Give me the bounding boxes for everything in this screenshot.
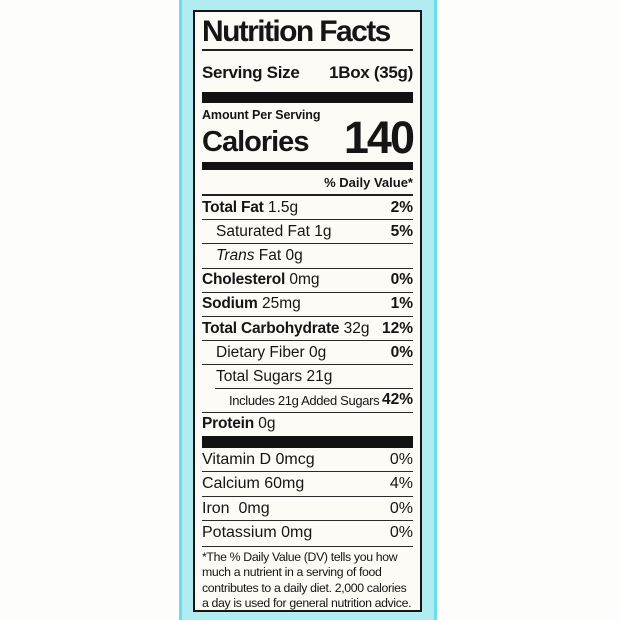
nutrient-name: Protein 0g (202, 415, 276, 433)
nutrient-name: Potassium 0mg (202, 524, 313, 542)
nutrient-name: Iron 0mg (202, 499, 270, 517)
nutrient-amount: 0g (254, 415, 276, 433)
serving-size-label: Serving Size (202, 63, 300, 83)
daily-value: 1% (390, 295, 413, 313)
daily-value: 2% (390, 198, 413, 216)
thick-divider-protein (202, 435, 413, 448)
daily-value: 42% (381, 391, 413, 409)
nutrient-name: Total Sugars 21g (202, 368, 332, 386)
nutrient-amount: Includes 21g Added Sugars (229, 392, 380, 408)
row-sodium: Sodium 25mg 1% (202, 291, 413, 316)
nutrient-amount: 25mg (257, 295, 301, 313)
daily-value-header: % Daily Value* (324, 175, 413, 191)
daily-value: 0% (390, 343, 413, 361)
row-vitamin-d: Vitamin D 0mcg 0% (202, 448, 413, 472)
nutrient-amount: 0mg (285, 271, 320, 289)
row-total-carbohydrate: Total Carbohydrate 32g 12% (202, 316, 413, 340)
nutrient-bold: Cholesterol (202, 271, 286, 289)
label-title: Nutrition Facts (202, 15, 391, 48)
daily-value-footnote: *The % Daily Value (DV) tells you how mu… (202, 545, 413, 612)
calories-row: Calories 140 (202, 112, 415, 164)
row-total-fat: Total Fat 1.5g 2% (202, 196, 413, 219)
row-potassium: Potassium 0mg 0% (202, 520, 413, 545)
thick-divider-top (202, 92, 413, 104)
row-iron: Iron 0mg 0% (202, 495, 413, 521)
nutrient-rows: Total Fat 1.5g 2% Saturated Fat 1g 5% Tr… (202, 194, 413, 436)
daily-value: 0% (389, 499, 413, 517)
title-divider (202, 49, 413, 52)
calories-value: 140 (343, 112, 415, 164)
nutrient-italic: Trans (216, 247, 255, 265)
daily-value: 0% (390, 271, 413, 289)
nutrition-facts-label: Nutrition Facts Serving Size 1Box (35g) … (193, 10, 422, 612)
daily-value: 12% (381, 319, 413, 337)
row-saturated-fat: Saturated Fat 1g 5% (202, 219, 413, 243)
nutrient-name: Includes 21g Added Sugars (202, 392, 380, 408)
row-total-sugars: Total Sugars 21g (202, 364, 413, 388)
amount-per-serving-label: Amount Per Serving (202, 108, 321, 123)
nutrient-bold: Protein (202, 415, 254, 433)
row-dietary-fiber: Dietary Fiber 0g 0% (202, 340, 413, 364)
nutrient-amount: Total Sugars 21g (216, 367, 333, 385)
nutrient-name: Calcium 60mg (202, 475, 305, 493)
vitamin-rows: Vitamin D 0mcg 0% Calcium 60mg 4% Iron 0… (202, 448, 413, 545)
row-added-sugars: Includes 21g Added Sugars 42% (202, 387, 413, 412)
serving-size-row: Serving Size 1Box (35g) (202, 51, 413, 92)
nutrient-amount: Saturated Fat 1g (216, 222, 332, 240)
daily-value: 5% (390, 222, 413, 240)
serving-size-value: 1Box (35g) (329, 63, 413, 83)
nutrient-name: Vitamin D 0mcg (202, 450, 315, 468)
nutrient-name: Saturated Fat 1g (202, 223, 331, 241)
nutrient-name: Trans Fat 0g (202, 247, 303, 265)
row-calcium: Calcium 60mg 4% (202, 471, 413, 496)
nutrient-name: Sodium 25mg (202, 295, 301, 313)
nutrient-name: Dietary Fiber 0g (202, 344, 326, 362)
daily-value: 4% (389, 475, 413, 493)
nutrient-bold: Total Carbohydrate (202, 319, 340, 337)
nutrient-bold: Total Fat (202, 198, 264, 216)
daily-value: 0% (389, 450, 413, 468)
daily-value: 0% (389, 524, 413, 542)
nutrient-amount: 32g (339, 319, 370, 337)
nutrient-amount: 1.5g (263, 198, 299, 216)
nutrient-amount: Fat 0g (254, 247, 303, 265)
nutrient-name: Total Fat 1.5g (202, 199, 298, 217)
row-trans-fat: Trans Fat 0g (202, 243, 413, 267)
row-protein: Protein 0g (202, 411, 413, 436)
calories-label: Calories (202, 126, 309, 159)
nutrient-amount: Dietary Fiber 0g (216, 343, 327, 361)
nutrient-name: Cholesterol 0mg (202, 271, 320, 289)
row-cholesterol: Cholesterol 0mg 0% (202, 267, 413, 292)
thick-divider-calories (202, 162, 413, 171)
nutrient-bold: Sodium (202, 295, 258, 313)
nutrient-name: Total Carbohydrate 32g (202, 320, 370, 338)
